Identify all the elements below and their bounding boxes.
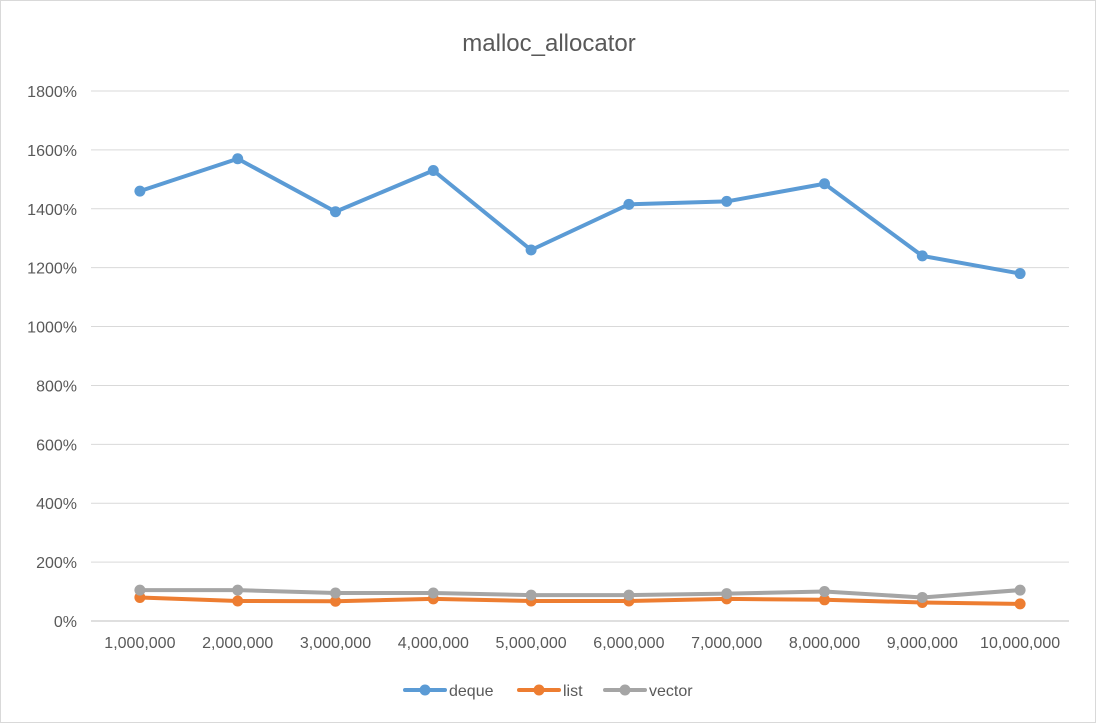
data-point-vector xyxy=(330,587,341,599)
data-point-deque xyxy=(525,244,537,256)
data-point-vector xyxy=(232,584,244,596)
data-point-deque xyxy=(916,250,928,262)
x-tick-label: 5,000,000 xyxy=(496,635,567,652)
data-point-deque xyxy=(427,165,439,176)
legend-item-list[interactable]: list xyxy=(517,683,583,700)
y-tick-label: 1000% xyxy=(27,320,77,337)
legend[interactable]: deque list vector xyxy=(403,683,693,700)
y-axis-ticks: 0% 200% 400% 600% 800% 1000% 1200% 1400% 1600% 18… xyxy=(27,84,77,631)
data-point-vector xyxy=(427,587,439,599)
legend-point-marker xyxy=(533,684,545,696)
y-tick-label: 1800% xyxy=(27,84,77,101)
chart-title: malloc_allocator xyxy=(462,30,635,57)
y-tick-label: 400% xyxy=(36,496,77,513)
y-tick-label: 1600% xyxy=(27,143,77,160)
data-point-list xyxy=(1014,598,1026,610)
data-point-vector xyxy=(916,591,928,603)
data-point-list xyxy=(819,594,830,606)
data-point-vector xyxy=(819,586,830,598)
data-point-vector xyxy=(721,588,733,600)
legend-point-marker xyxy=(619,684,631,696)
y-tick-label: 1200% xyxy=(27,261,77,278)
data-point-deque xyxy=(623,198,635,210)
data-point-deque xyxy=(330,206,341,218)
legend-item-vector[interactable]: vector xyxy=(603,683,693,700)
y-tick-label: 1400% xyxy=(27,202,77,219)
legend-point-marker xyxy=(419,684,431,696)
series-line-list xyxy=(137,595,1023,606)
data-point-deque xyxy=(1014,268,1026,280)
data-point-deque xyxy=(721,195,733,207)
data-point-vector xyxy=(623,589,635,601)
legend-item-deque[interactable]: deque xyxy=(403,683,494,700)
data-point-list xyxy=(232,595,244,607)
data-point-deque xyxy=(232,153,244,165)
x-tick-label: 9,000,000 xyxy=(887,635,958,652)
y-tick-label: 0% xyxy=(54,614,77,631)
legend-label: list xyxy=(563,683,583,700)
y-tick-label: 800% xyxy=(36,378,77,395)
x-tick-label: 3,000,000 xyxy=(300,635,371,652)
series-line-deque xyxy=(137,156,1023,276)
y-tick-label: 600% xyxy=(36,437,77,454)
data-point-list xyxy=(330,595,341,607)
data-point-vector xyxy=(1014,584,1026,596)
gridlines xyxy=(91,90,1069,622)
series-group xyxy=(134,153,1026,610)
series-line-vector xyxy=(137,588,1023,600)
x-tick-label: 1,000,000 xyxy=(104,635,175,652)
x-tick-label: 7,000,000 xyxy=(691,635,762,652)
x-tick-label: 2,000,000 xyxy=(202,635,273,652)
x-tick-label: 6,000,000 xyxy=(593,635,664,652)
data-point-deque xyxy=(134,185,146,197)
x-tick-label: 10,000,000 xyxy=(980,635,1060,652)
data-point-vector xyxy=(134,584,146,596)
legend-label: vector xyxy=(649,683,693,700)
x-axis-ticks: 1,000,000 2,000,000 3,000,000 4,000,000 5,00… xyxy=(104,635,1060,652)
data-point-deque xyxy=(819,178,830,190)
y-tick-label: 200% xyxy=(36,555,77,572)
data-point-vector xyxy=(525,589,537,601)
legend-label: deque xyxy=(449,683,494,700)
series-deque xyxy=(134,153,1026,280)
series-vector xyxy=(134,584,1026,603)
x-tick-label: 8,000,000 xyxy=(789,635,860,652)
x-tick-label: 4,000,000 xyxy=(398,635,469,652)
